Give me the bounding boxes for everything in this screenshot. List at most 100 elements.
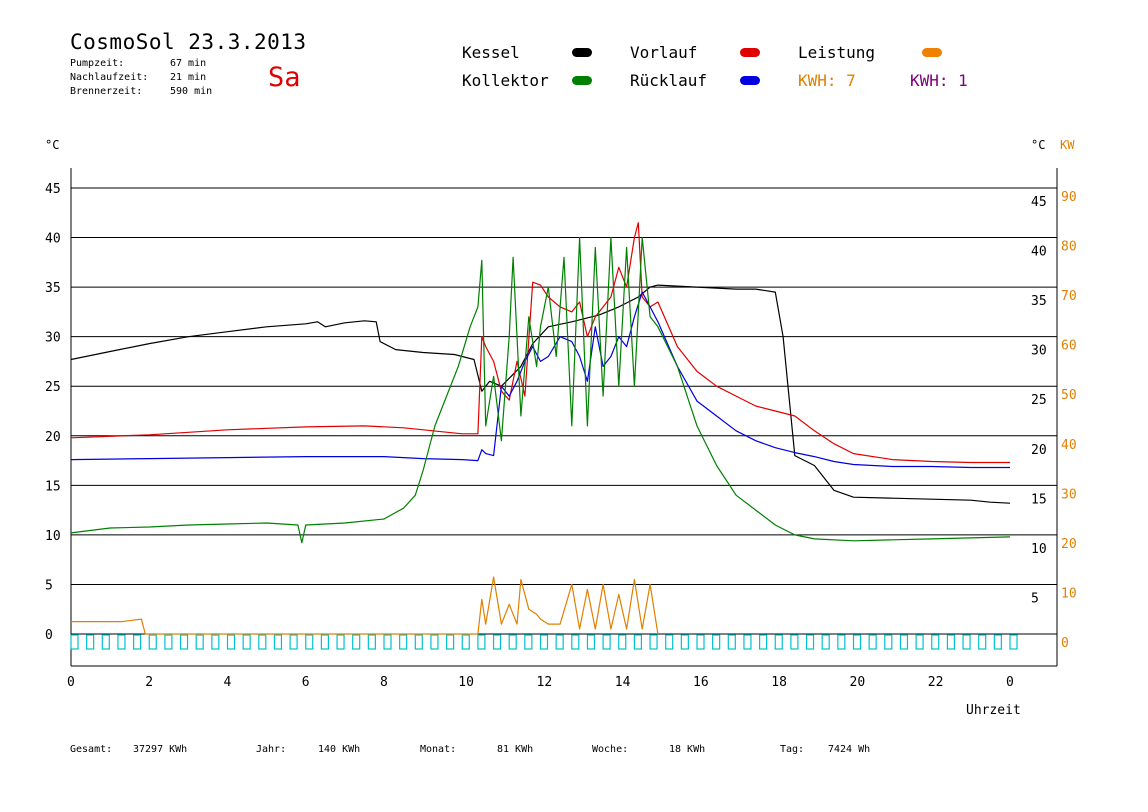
- pump-marker: [618, 634, 627, 650]
- weekday-label: Sa: [268, 62, 301, 93]
- pump-marker: [367, 634, 376, 650]
- info-labels: Pumpzeit: Nachlaufzeit: Brennerzeit:: [70, 57, 148, 99]
- pump-marker: [461, 634, 470, 650]
- legend-swatch-leistung: [922, 48, 942, 57]
- series-line-vorlauf: [70, 222, 1010, 464]
- y-tick-left: 0: [45, 628, 53, 643]
- pump-marker: [852, 634, 862, 650]
- y2-tick: 20: [1061, 537, 1077, 552]
- x-tick-label: 4: [224, 675, 232, 690]
- y-tick-right: 25: [1031, 393, 1047, 408]
- footer-month-label: Monat:: [420, 744, 457, 755]
- y-tick-left: 40: [45, 232, 61, 247]
- y-tick-left: 5: [45, 578, 53, 593]
- kwh-purple-label: KWH: 1: [910, 71, 968, 90]
- x-tick-label: 14: [615, 675, 631, 690]
- pump-marker: [571, 634, 580, 650]
- pump-marker: [477, 634, 486, 650]
- pump-marker: [446, 634, 455, 650]
- pump-marker: [649, 634, 658, 650]
- y-tick-left: 45: [45, 182, 61, 197]
- legend-label-ruecklauf: Rücklauf: [630, 71, 708, 90]
- pump-marker: [70, 634, 79, 650]
- pump-marker: [805, 634, 815, 650]
- right-axis-unit: °C: [1031, 138, 1045, 152]
- x-tick-label: 10: [458, 675, 474, 690]
- pump-marker: [117, 634, 126, 650]
- pump-marker: [133, 634, 142, 650]
- pump-marker: [1009, 634, 1018, 650]
- x-tick-label: 0: [67, 675, 75, 690]
- pump-marker: [712, 634, 721, 650]
- x-axis-label: Uhrzeit: [966, 703, 1021, 718]
- legend-swatch-ruecklauf: [740, 76, 760, 85]
- footer-year-value: 140 KWh: [318, 744, 361, 755]
- pump-marker: [524, 634, 533, 650]
- burner-time-value: 590 min: [170, 86, 213, 97]
- pump-marker: [352, 634, 361, 650]
- y-tick-right: 40: [1031, 245, 1047, 260]
- legend-label-kessel: Kessel: [462, 43, 520, 62]
- info-values: 67 min 21 min 590 min: [170, 57, 212, 99]
- pump-marker: [399, 634, 408, 650]
- pump-time-value: 67 min: [170, 58, 207, 69]
- y-tick-right: 45: [1031, 195, 1047, 210]
- kwh-orange-label: KWH: 7: [798, 71, 856, 90]
- pump-marker: [993, 634, 1002, 650]
- series-line-kessel: [70, 284, 1011, 504]
- legend-swatch-kollektor: [572, 76, 592, 85]
- legend-swatch-kessel: [572, 48, 592, 57]
- pump-marker: [586, 634, 596, 650]
- pump-marker: [148, 634, 157, 650]
- pump-marker: [946, 634, 956, 650]
- pump-marker: [727, 634, 736, 650]
- y-tick-right: 15: [1031, 492, 1047, 507]
- pump-marker: [774, 634, 783, 650]
- pump-marker: [743, 634, 752, 650]
- y2-tick: 70: [1061, 289, 1077, 304]
- pump-marker: [680, 634, 689, 650]
- right-axis-unit-kw: KW: [1060, 138, 1075, 152]
- footer-year-label: Jahr:: [256, 744, 287, 755]
- y2-tick: 40: [1061, 438, 1077, 453]
- run-on-time-label: Nachlaufzeit:: [70, 72, 149, 83]
- pump-marker: [821, 634, 830, 650]
- y-tick-right: 20: [1031, 443, 1047, 458]
- pump-marker: [899, 634, 909, 650]
- legend-label-kollektor: Kollektor: [462, 71, 549, 90]
- pump-marker: [164, 634, 173, 650]
- pump-marker: [555, 634, 564, 650]
- pump-status-markers: [70, 634, 1018, 650]
- x-tick-label: 22: [928, 675, 944, 690]
- pump-marker: [258, 634, 267, 650]
- series-line-kollektor: [70, 237, 1011, 544]
- pump-marker: [226, 634, 236, 650]
- footer-week-label: Woche:: [592, 744, 629, 755]
- y-tick-right: 30: [1031, 344, 1047, 359]
- y2-tick: 60: [1061, 339, 1077, 354]
- y2-tick: 0: [1061, 636, 1069, 651]
- legend-label-leistung: Leistung: [798, 43, 876, 62]
- y-tick-left: 35: [45, 281, 61, 296]
- pump-marker: [383, 634, 392, 650]
- left-axis-unit: °C: [45, 138, 59, 152]
- pump-marker: [86, 634, 95, 650]
- x-tick-label: 20: [850, 675, 866, 690]
- y2-tick: 50: [1061, 388, 1077, 403]
- series-line-leistung: [71, 576, 659, 635]
- chart-axes: [70, 168, 1058, 667]
- y2-tick: 90: [1061, 190, 1077, 205]
- pump-marker: [837, 634, 846, 650]
- footer-month-value: 81 KWh: [497, 744, 534, 755]
- legend-swatch-vorlauf: [740, 48, 760, 57]
- pump-marker: [539, 634, 549, 650]
- legend-label-vorlauf: Vorlauf: [630, 43, 698, 62]
- pump-marker: [320, 634, 329, 650]
- pump-marker: [305, 634, 314, 650]
- pump-time-label: Pumpzeit:: [70, 58, 125, 69]
- series-line-rcklauf: [70, 291, 1010, 469]
- x-tick-label: 18: [771, 675, 787, 690]
- y-tick-left: 30: [45, 331, 61, 346]
- pump-marker: [430, 634, 439, 650]
- y2-tick: 10: [1061, 586, 1077, 601]
